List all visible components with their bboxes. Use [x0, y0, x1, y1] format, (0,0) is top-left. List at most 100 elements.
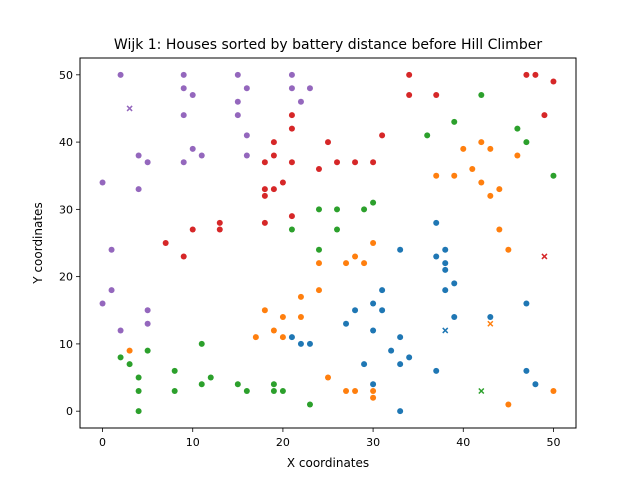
- house-point: [379, 287, 386, 294]
- battery-marker: [487, 320, 494, 327]
- house-point: [297, 340, 304, 347]
- battery-marker-stroke: [487, 320, 494, 327]
- data-points: [99, 71, 557, 415]
- house-point: [198, 381, 205, 388]
- house-point: [550, 78, 557, 85]
- house-point: [487, 314, 494, 320]
- house-point: [270, 381, 277, 388]
- house-point: [288, 112, 295, 119]
- house-point: [144, 347, 151, 354]
- x-tick-label: 30: [366, 436, 380, 449]
- house-point: [117, 354, 124, 361]
- house-point: [315, 260, 322, 267]
- house-point: [315, 206, 322, 213]
- house-point: [397, 334, 404, 341]
- house-point: [180, 85, 187, 92]
- house-point: [279, 314, 286, 320]
- house-point: [261, 219, 268, 226]
- x-axis-label: X coordinates: [287, 456, 369, 470]
- house-point: [343, 260, 350, 267]
- battery-marker: [126, 105, 133, 112]
- house-point: [261, 192, 268, 199]
- house-point: [288, 334, 295, 341]
- house-point: [478, 179, 485, 186]
- house-series-2: [126, 139, 557, 408]
- house-point: [388, 347, 395, 354]
- x-tick-label: 40: [456, 436, 470, 449]
- house-point: [189, 226, 196, 233]
- house-point: [352, 159, 359, 166]
- house-point: [135, 152, 142, 159]
- house-point: [117, 71, 124, 78]
- house-point: [325, 139, 331, 146]
- house-point: [379, 132, 386, 139]
- house-point: [505, 401, 512, 408]
- house-point: [433, 172, 440, 179]
- house-point: [198, 152, 205, 159]
- house-point: [451, 118, 458, 125]
- house-point: [469, 166, 476, 172]
- y-tick-label: 50: [59, 69, 73, 82]
- house-point: [514, 125, 521, 132]
- house-series-4: [162, 71, 557, 260]
- house-point: [216, 226, 223, 233]
- house-point: [234, 381, 241, 388]
- house-point: [270, 186, 277, 193]
- house-point: [523, 300, 530, 307]
- house-point: [433, 219, 440, 226]
- house-point: [297, 293, 304, 300]
- house-point: [189, 92, 196, 98]
- house-point: [108, 287, 115, 294]
- house-point: [234, 71, 241, 78]
- house-point: [180, 112, 187, 119]
- house-point: [135, 186, 142, 193]
- x-tick-label: 50: [546, 436, 560, 449]
- axis-ticks: 0 10 20 30 40 50 0 10 20 30 40 50: [59, 69, 560, 449]
- house-point: [315, 246, 322, 253]
- house-point: [288, 71, 295, 78]
- house-point: [424, 132, 431, 139]
- house-point: [370, 199, 377, 206]
- house-point: [451, 314, 458, 320]
- house-point: [243, 132, 250, 139]
- y-tick-label: 10: [59, 338, 73, 351]
- house-point: [487, 145, 494, 152]
- house-point: [496, 226, 503, 233]
- house-point: [180, 159, 187, 166]
- house-point: [243, 388, 250, 394]
- house-point: [406, 92, 413, 98]
- house-series-5: [99, 71, 313, 334]
- house-point: [306, 401, 313, 408]
- house-point: [442, 246, 449, 253]
- house-point: [433, 92, 440, 98]
- house-point: [541, 112, 548, 119]
- x-tick-label: 0: [99, 436, 106, 449]
- house-point: [306, 340, 313, 347]
- house-point: [315, 166, 322, 172]
- battery-marker-stroke: [541, 253, 548, 260]
- y-tick-label: 30: [59, 203, 73, 216]
- chart-title: Wijk 1: Houses sorted by battery distanc…: [114, 37, 542, 53]
- house-point: [288, 226, 295, 233]
- house-point: [496, 186, 503, 193]
- house-point: [144, 307, 151, 314]
- house-point: [180, 253, 187, 260]
- house-point: [288, 213, 295, 220]
- house-point: [334, 206, 341, 213]
- house-point: [397, 408, 404, 415]
- house-point: [460, 145, 467, 152]
- house-point: [478, 139, 485, 146]
- house-point: [279, 388, 286, 394]
- battery-marker: [442, 327, 449, 334]
- y-axis-label: Y coordinates: [31, 202, 45, 284]
- house-series-3: [117, 92, 557, 415]
- battery-marker-stroke: [126, 105, 133, 112]
- house-point: [523, 139, 530, 146]
- house-point: [135, 388, 142, 394]
- house-point: [352, 253, 359, 260]
- house-point: [126, 361, 133, 368]
- house-point: [370, 394, 377, 401]
- house-point: [234, 98, 241, 105]
- x-tick-label: 20: [276, 436, 290, 449]
